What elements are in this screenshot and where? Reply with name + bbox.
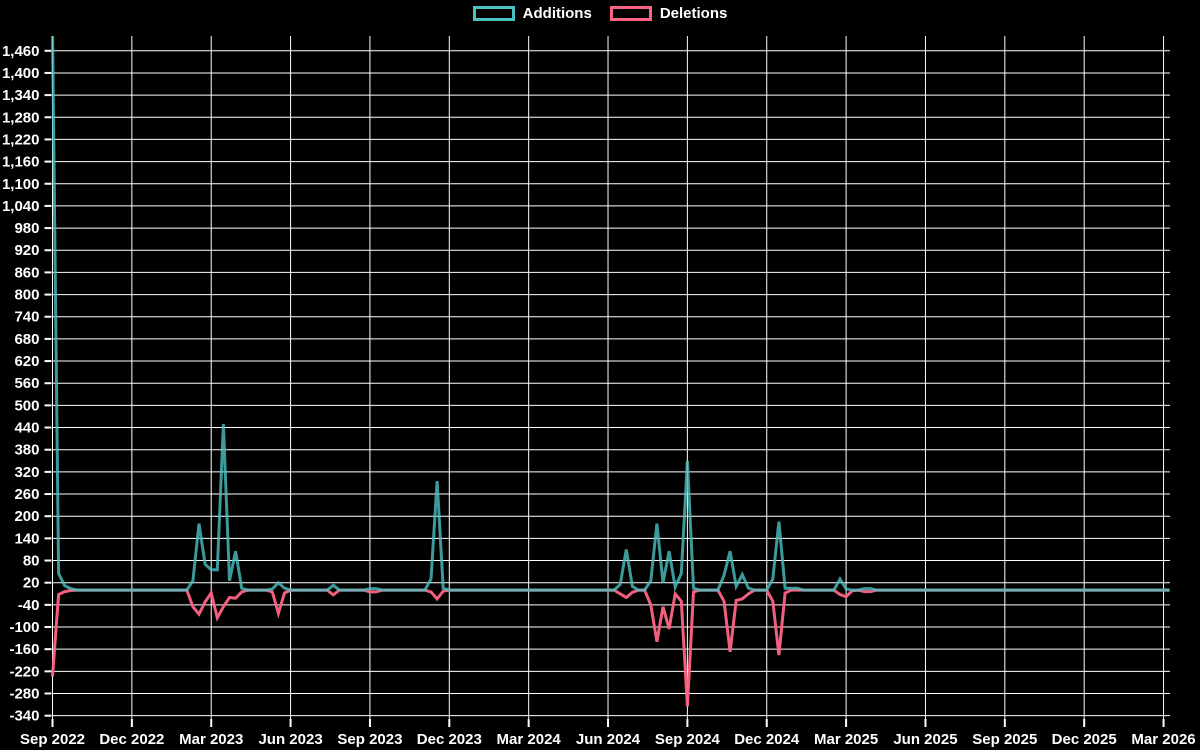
x-tick-label: Dec 2025 — [1052, 731, 1117, 748]
y-tick-label: 260 — [14, 486, 39, 503]
x-axis-labels: Sep 2022 Dec 2022 Mar 2023 Jun 2023 Sep 2023… — [20, 731, 1196, 748]
chart-legend: Additions Deletions — [0, 6, 1200, 21]
x-tick-label: Jun 2025 — [893, 731, 957, 748]
x-tick-label: Dec 2022 — [99, 731, 164, 748]
gridlines — [44, 36, 1170, 727]
y-tick-label: 560 — [14, 375, 39, 392]
x-tick-label: Jun 2023 — [258, 731, 322, 748]
x-tick-label: Sep 2025 — [972, 731, 1037, 748]
y-tick-label: 500 — [14, 397, 39, 414]
y-tick-label: 1,280 — [2, 109, 40, 126]
y-tick-label: -340 — [9, 708, 39, 725]
y-tick-label: 740 — [14, 309, 39, 326]
y-tick-label: 1,460 — [2, 43, 40, 60]
y-tick-label: -100 — [9, 619, 39, 636]
deletions-legend-swatch — [609, 6, 652, 21]
y-tick-label: 140 — [14, 530, 39, 547]
y-tick-label: -220 — [9, 663, 39, 680]
y-tick-label: 980 — [14, 220, 39, 237]
y-tick-label: -280 — [9, 686, 39, 703]
y-tick-label: 680 — [14, 331, 39, 348]
deletions-legend-label: Deletions — [659, 5, 728, 22]
y-tick-label: 1,220 — [2, 131, 40, 148]
legend-item-deletions[interactable]: Deletions — [609, 5, 728, 22]
y-tick-label: 80 — [23, 553, 40, 570]
y-tick-label: 1,040 — [2, 198, 40, 215]
y-tick-label: 1,100 — [2, 176, 40, 193]
y-tick-label: 20 — [23, 575, 40, 592]
x-tick-label: Mar 2024 — [497, 731, 562, 748]
x-tick-label: Dec 2023 — [417, 731, 482, 748]
y-tick-label: -40 — [18, 597, 40, 614]
legend-item-additions[interactable]: Additions — [472, 5, 592, 22]
y-axis-labels: -340 -280 -220 -160 -100 -40 20 80 140 200 260 320 3… — [2, 43, 40, 725]
x-tick-label: Dec 2024 — [734, 731, 800, 748]
y-tick-label: 440 — [14, 420, 39, 437]
x-tick-label: Mar 2026 — [1131, 731, 1195, 748]
y-tick-label: 1,340 — [2, 87, 40, 104]
deletions-line — [51, 588, 1170, 707]
additions-legend-swatch — [472, 6, 515, 21]
y-tick-label: 860 — [14, 264, 39, 281]
y-tick-label: 380 — [14, 442, 39, 459]
x-tick-label: Sep 2022 — [20, 731, 85, 748]
x-tick-label: Mar 2025 — [814, 731, 878, 748]
y-tick-label: 1,400 — [2, 65, 40, 82]
y-tick-label: 320 — [14, 464, 39, 481]
additions-line — [51, 36, 1170, 593]
x-tick-label: Jun 2024 — [576, 731, 641, 748]
y-tick-label: 620 — [14, 353, 39, 370]
x-tick-label: Sep 2024 — [655, 731, 721, 748]
y-tick-label: 800 — [14, 287, 39, 304]
y-tick-label: -160 — [9, 641, 39, 658]
y-tick-label: 1,160 — [2, 154, 40, 171]
additions-legend-label: Additions — [522, 5, 592, 22]
x-tick-label: Mar 2023 — [179, 731, 243, 748]
y-tick-label: 920 — [14, 242, 39, 259]
y-tick-label: 200 — [14, 508, 39, 525]
x-tick-label: Sep 2023 — [337, 731, 402, 748]
